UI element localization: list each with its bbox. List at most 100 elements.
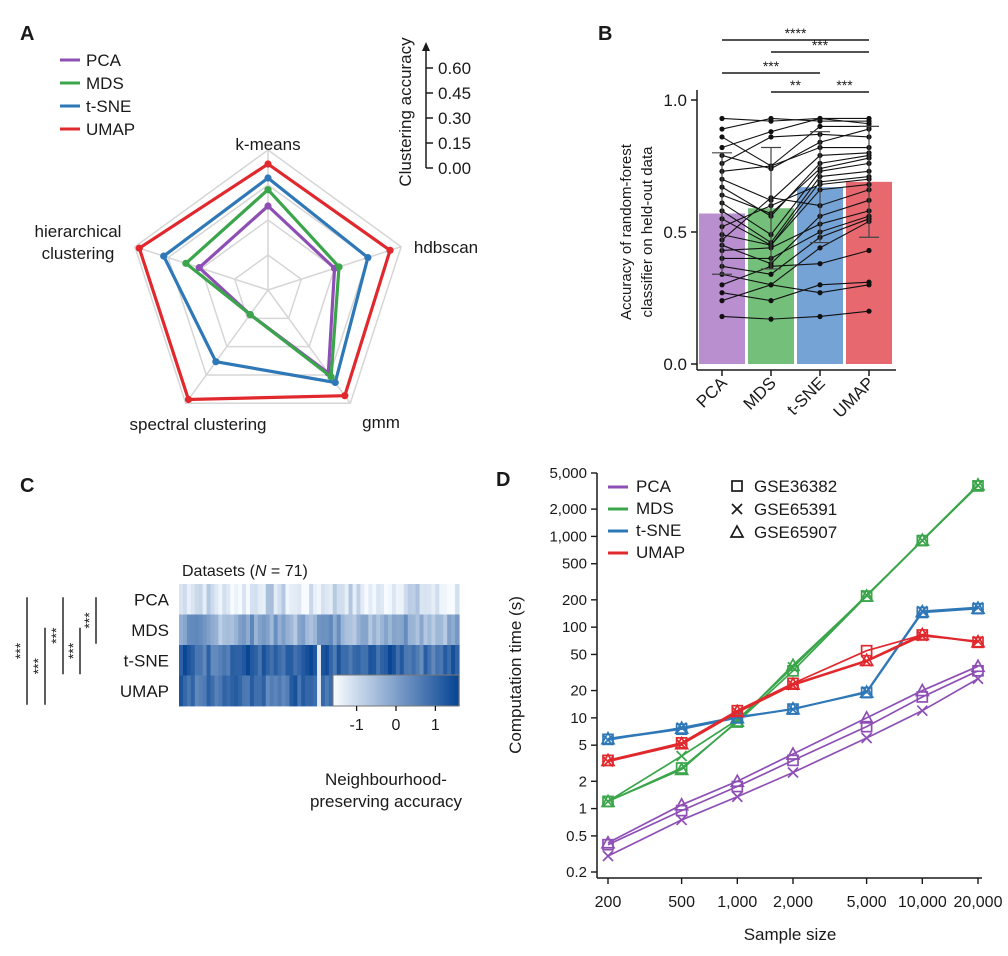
colorbar-segment	[387, 675, 391, 706]
legend-label-mds: MDS	[86, 74, 124, 93]
heatmap-cell	[344, 584, 350, 615]
series-marker-square	[916, 691, 929, 703]
y-tick-label: 500	[562, 556, 587, 573]
colorbar-segment	[408, 675, 412, 706]
paired-point	[719, 290, 725, 296]
heatmap-cell	[399, 584, 405, 615]
heatmap-cell	[253, 614, 259, 646]
heatmap-cell	[293, 584, 298, 615]
heatmap-cell	[395, 584, 401, 615]
heatmap-cell	[261, 675, 267, 707]
heatmap-cell	[305, 645, 310, 676]
colorbar-segment	[385, 675, 389, 706]
heatmap-cell	[439, 584, 444, 615]
heatmap-cell	[443, 645, 448, 676]
y-tick-label: 0.5	[566, 828, 587, 845]
heatmap-cell	[336, 584, 342, 615]
heatmap-cell	[309, 584, 314, 615]
colorbar-segment	[368, 675, 372, 706]
y-tick-label: 0.5	[663, 223, 687, 242]
heatmap-cell	[451, 645, 456, 676]
paired-point	[719, 282, 725, 288]
radar-point	[184, 395, 193, 404]
heatmap-cell	[372, 645, 377, 676]
series-marker-triangle	[859, 652, 875, 667]
heatmap-cell	[206, 614, 212, 646]
colorbar-segment	[410, 675, 414, 706]
colorbar-segment	[393, 675, 397, 706]
heatmap-cell	[415, 645, 421, 676]
paired-line	[721, 310, 870, 320]
heatmap-cell	[202, 645, 208, 676]
heatmap-cell	[332, 614, 338, 646]
heatmap-cell	[182, 645, 188, 676]
series-line-umap	[607, 635, 979, 763]
series-marker-triangle	[970, 477, 986, 491]
heatmap-cell	[301, 584, 306, 615]
scale-tick-label: 0.30	[438, 109, 471, 128]
heatmap-cell	[293, 614, 298, 646]
series-marker-triangle	[859, 710, 875, 724]
heatmap-cell	[320, 645, 326, 676]
series-marker-triangle	[914, 626, 930, 641]
radar-axis-label: hierarchical clustering	[35, 222, 122, 263]
heatmap-chart: Datasets (N = 71) PCA MDS t-SNE UMAP -1 0 1 Neig…	[12, 563, 463, 811]
series-marker-triangle	[729, 703, 745, 718]
significance-label: ***	[30, 658, 46, 675]
radar-grid-ring	[133, 149, 403, 405]
heatmap-cell	[376, 645, 381, 676]
heatmap-cell	[435, 584, 440, 615]
legend-label-t-sne: t-SNE	[636, 521, 681, 540]
paired-line	[721, 157, 870, 215]
radar-grid-ring	[233, 254, 303, 320]
colorbar-segment	[396, 675, 399, 706]
colorbar-segment	[419, 675, 422, 706]
heatmap-cell	[214, 675, 220, 707]
y-tick-label: 200	[562, 592, 587, 609]
heatmap-cell	[293, 675, 298, 707]
heatmap-cell	[261, 584, 267, 615]
significance-label: ***	[836, 77, 853, 93]
heatmap-cell	[222, 584, 227, 615]
series-marker-cross	[916, 705, 928, 717]
heatmap-cell	[332, 584, 338, 615]
colorbar-segment	[375, 675, 378, 706]
heatmap-cell	[214, 614, 220, 646]
radar-point	[264, 186, 272, 194]
series-marker-square	[972, 480, 984, 492]
heatmap-cell	[305, 614, 310, 646]
heatmap-cell	[309, 614, 314, 646]
heatmap-cell	[222, 645, 227, 676]
heatmap-cell	[380, 584, 385, 615]
colorbar-segment	[345, 675, 349, 706]
paired-line	[721, 220, 870, 286]
heatmap-cell	[230, 675, 235, 707]
panel-letter-d: D	[496, 469, 510, 491]
heatmap-cell	[407, 614, 413, 646]
series-line-t-sne	[607, 607, 979, 740]
paired-point	[768, 129, 774, 135]
colorbar-tick-label: 0	[392, 717, 401, 734]
paired-point	[719, 134, 725, 140]
scale-arrow-icon	[422, 42, 430, 51]
paired-point	[866, 247, 872, 254]
series-marker-square	[787, 754, 799, 767]
heatmap-cell	[194, 614, 200, 646]
heatmap-cell	[210, 675, 216, 707]
heatmap-cell	[190, 614, 196, 646]
heatmap-cell	[324, 645, 330, 676]
heatmap-cell	[320, 675, 326, 707]
heatmap-cell	[186, 675, 192, 707]
radar-point	[195, 264, 203, 272]
heatmap-cell	[451, 584, 456, 615]
colorbar-segment	[400, 675, 403, 706]
heatmap-cell	[210, 645, 216, 676]
heatmap-cell	[246, 614, 251, 646]
heatmap-cell	[214, 584, 220, 615]
heatmap-cell	[226, 614, 231, 646]
heatmap-cell	[297, 645, 302, 676]
radar-chart: k-means hdbscan gmm spectral clustering hier…	[35, 37, 479, 434]
paired-point	[817, 313, 823, 320]
scale-tick-label: 0.45	[438, 84, 471, 103]
